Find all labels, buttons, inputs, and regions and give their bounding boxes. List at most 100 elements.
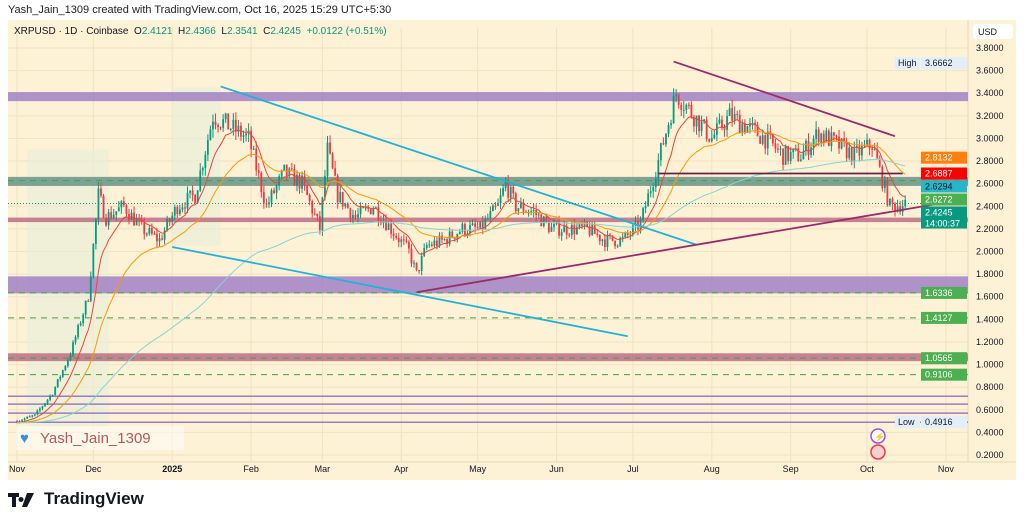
- candle-body: [39, 408, 41, 411]
- horizontal-zone: [8, 176, 968, 186]
- candle-body: [601, 239, 604, 242]
- candle-body: [718, 119, 721, 124]
- candle-body: [565, 225, 568, 235]
- candle-body: [82, 314, 85, 324]
- candle-body: [728, 108, 731, 117]
- candle-body: [805, 140, 807, 151]
- candle-body: [614, 240, 616, 247]
- candle-body: [662, 143, 665, 145]
- currency-box: [973, 24, 1013, 39]
- candle-body: [212, 121, 214, 130]
- candle-body: [122, 201, 125, 206]
- candle-body: [156, 233, 158, 242]
- candle-body: [311, 201, 314, 214]
- candle-body: [710, 138, 713, 142]
- candle-body: [84, 300, 87, 315]
- candle-body: [28, 416, 31, 418]
- low-value: 2.3541: [226, 26, 258, 37]
- candle-body: [67, 360, 69, 367]
- candle-body: [833, 132, 835, 136]
- close-value: 2.4245: [270, 26, 301, 37]
- candle-body: [461, 223, 464, 232]
- candle-body: [871, 148, 874, 150]
- candle-body: [408, 241, 410, 249]
- candle-body: [789, 152, 792, 161]
- price-tag: [921, 193, 967, 206]
- moving-average-line: [17, 158, 906, 424]
- y-tick-label: 2.2000: [976, 224, 1004, 234]
- horizontal-zone: [8, 276, 968, 294]
- price-tag-value: 2.6294: [925, 181, 953, 191]
- candle-body: [522, 203, 525, 212]
- candle-body: [812, 138, 815, 148]
- candle-body: [425, 244, 428, 248]
- candle-body: [687, 104, 690, 106]
- candle-body: [578, 223, 581, 228]
- y-tick-label: 0.4000: [976, 427, 1004, 437]
- candle-body: [41, 406, 44, 409]
- candle-body: [736, 113, 739, 115]
- candle-body: [866, 139, 868, 145]
- candle-body: [252, 148, 255, 150]
- price-tag: [921, 206, 967, 229]
- candle-body: [825, 130, 828, 142]
- candle-body: [499, 195, 502, 204]
- candle-body: [593, 224, 596, 235]
- y-tick-label: 3.0000: [976, 133, 1004, 143]
- candle-body: [54, 387, 57, 396]
- lightning-glyph: ⚡: [874, 431, 885, 443]
- y-tick-label: 2.6000: [976, 179, 1004, 189]
- candle-body: [558, 222, 560, 236]
- x-tick-label: Mar: [315, 464, 331, 474]
- candle-body: [420, 255, 423, 271]
- candle-body: [364, 207, 367, 209]
- candle-body: [476, 227, 479, 229]
- candle-body: [738, 114, 741, 133]
- candle-body: [336, 175, 339, 203]
- candle-body: [158, 238, 161, 242]
- candle-body: [634, 221, 637, 226]
- candle-body: [878, 158, 881, 167]
- candle-body: [194, 194, 197, 203]
- price-tag-value: 1.6336: [925, 288, 953, 298]
- us-flag-event-icon: [870, 444, 886, 460]
- candle-body: [746, 126, 749, 133]
- candle-body: [301, 175, 303, 189]
- candle-body: [453, 237, 456, 239]
- candle-body: [166, 218, 169, 231]
- candle-body: [797, 148, 800, 162]
- candle-body: [232, 119, 235, 129]
- candle-body: [125, 205, 128, 214]
- candle-body: [774, 143, 777, 149]
- candle-body: [708, 138, 711, 142]
- candle-body: [581, 223, 583, 226]
- trendline: [673, 60, 896, 138]
- candle-body: [224, 113, 227, 120]
- candle-body: [316, 213, 319, 217]
- x-tick-label: Sep: [783, 464, 799, 474]
- candle-body: [105, 217, 107, 226]
- candle-body: [120, 201, 123, 208]
- candle-body: [201, 168, 204, 171]
- lightning-event-icon: [870, 428, 886, 444]
- candle-body: [733, 113, 736, 121]
- symbol-name[interactable]: XRPUSD · 1D · Coinbase: [14, 26, 129, 37]
- candle-body: [423, 247, 426, 256]
- tradingview-logo[interactable]: TradingView: [8, 489, 144, 509]
- candle-body: [466, 233, 469, 235]
- candle-body: [79, 323, 82, 326]
- price-tag: [921, 368, 967, 381]
- candle-body: [313, 213, 316, 215]
- candle-body: [568, 234, 571, 236]
- candle-body: [779, 148, 782, 150]
- y-tick-label: 2.4000: [976, 201, 1004, 211]
- candle-body: [517, 208, 520, 212]
- candle-body: [290, 168, 293, 170]
- trendline: [172, 246, 628, 338]
- candle-body: [318, 216, 321, 231]
- candle-body: [647, 193, 650, 207]
- candle-body: [883, 180, 886, 189]
- candle-body: [474, 223, 476, 228]
- candle-body: [497, 203, 499, 206]
